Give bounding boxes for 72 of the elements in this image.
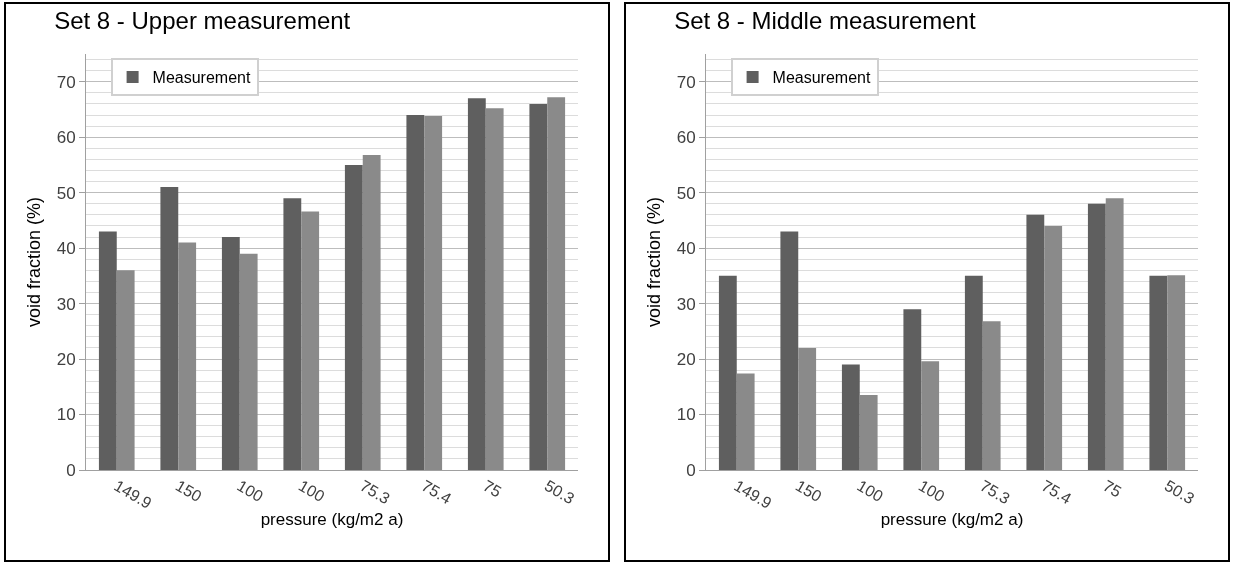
bar bbox=[239, 253, 258, 470]
x-tick-label: 149.9 bbox=[111, 477, 155, 512]
legend-label: Measurement bbox=[772, 69, 871, 87]
bar bbox=[221, 237, 240, 470]
x-tick-label: 75.3 bbox=[977, 477, 1013, 508]
x-tick-label: 149.9 bbox=[731, 477, 775, 512]
bar bbox=[406, 115, 425, 470]
bar bbox=[116, 270, 135, 470]
legend-label: Measurement bbox=[152, 69, 251, 87]
bar bbox=[1105, 198, 1124, 470]
y-tick-label: 20 bbox=[56, 350, 76, 370]
bar bbox=[344, 164, 363, 470]
bar bbox=[1026, 214, 1045, 470]
bar bbox=[780, 231, 799, 470]
bar bbox=[160, 187, 179, 470]
bar bbox=[98, 231, 117, 470]
chart-title: Set 8 - Upper measurement bbox=[54, 7, 351, 35]
y-tick-label: 50 bbox=[676, 183, 696, 203]
y-axis-title: void fraction (%) bbox=[24, 196, 44, 328]
bar bbox=[964, 275, 983, 470]
x-tick-label: 150 bbox=[172, 477, 205, 506]
bar bbox=[1149, 275, 1168, 470]
y-tick-label: 0 bbox=[66, 460, 76, 480]
y-tick-label: 0 bbox=[686, 460, 696, 480]
x-tick-label: 100 bbox=[234, 477, 266, 506]
y-tick-label: 60 bbox=[676, 128, 696, 148]
x-tick-label: 100 bbox=[915, 477, 948, 506]
chart-title: Set 8 - Middle measurement bbox=[674, 7, 976, 35]
x-tick-label: 100 bbox=[854, 477, 886, 506]
y-tick-label: 30 bbox=[56, 294, 76, 314]
y-tick-label: 50 bbox=[56, 183, 76, 203]
bar bbox=[467, 98, 486, 470]
bar bbox=[529, 103, 548, 470]
bar bbox=[921, 361, 940, 470]
x-tick-label: 150 bbox=[792, 477, 825, 506]
bar bbox=[859, 395, 878, 470]
bar bbox=[1044, 225, 1063, 470]
bar bbox=[283, 198, 302, 470]
bar bbox=[718, 275, 737, 470]
x-tick-label: 75 bbox=[480, 477, 505, 501]
y-tick-label: 20 bbox=[676, 350, 696, 370]
y-tick-label: 70 bbox=[676, 72, 696, 92]
bar bbox=[1167, 275, 1186, 470]
x-axis-title: pressure (kg/m2 a) bbox=[880, 510, 1024, 530]
y-tick-label: 40 bbox=[56, 239, 76, 259]
bar bbox=[301, 211, 320, 470]
bar bbox=[841, 364, 860, 470]
bar bbox=[982, 321, 1001, 470]
x-tick-label: 75 bbox=[1100, 477, 1125, 501]
y-tick-label: 10 bbox=[56, 405, 76, 425]
x-tick-label: 75.4 bbox=[1038, 477, 1075, 508]
x-tick-label: 50.3 bbox=[541, 477, 578, 508]
x-tick-label: 75.4 bbox=[418, 477, 455, 508]
bar bbox=[1087, 203, 1106, 470]
bar bbox=[362, 154, 381, 470]
y-tick-label: 10 bbox=[676, 405, 696, 425]
y-tick-label: 30 bbox=[676, 294, 696, 314]
y-axis-title: void fraction (%) bbox=[644, 196, 664, 328]
bar bbox=[798, 347, 817, 470]
bar bbox=[424, 116, 443, 470]
bar bbox=[736, 373, 755, 470]
y-tick-label: 70 bbox=[56, 72, 76, 92]
y-tick-label: 60 bbox=[56, 128, 76, 148]
bar bbox=[547, 97, 566, 470]
x-axis-title: pressure (kg/m2 a) bbox=[260, 510, 404, 530]
bar bbox=[485, 108, 504, 470]
y-tick-label: 40 bbox=[676, 239, 696, 259]
x-tick-label: 75.3 bbox=[357, 477, 393, 508]
bar bbox=[178, 242, 197, 470]
x-tick-label: 50.3 bbox=[1161, 477, 1198, 508]
bar bbox=[903, 309, 922, 470]
x-tick-label: 100 bbox=[295, 477, 328, 506]
